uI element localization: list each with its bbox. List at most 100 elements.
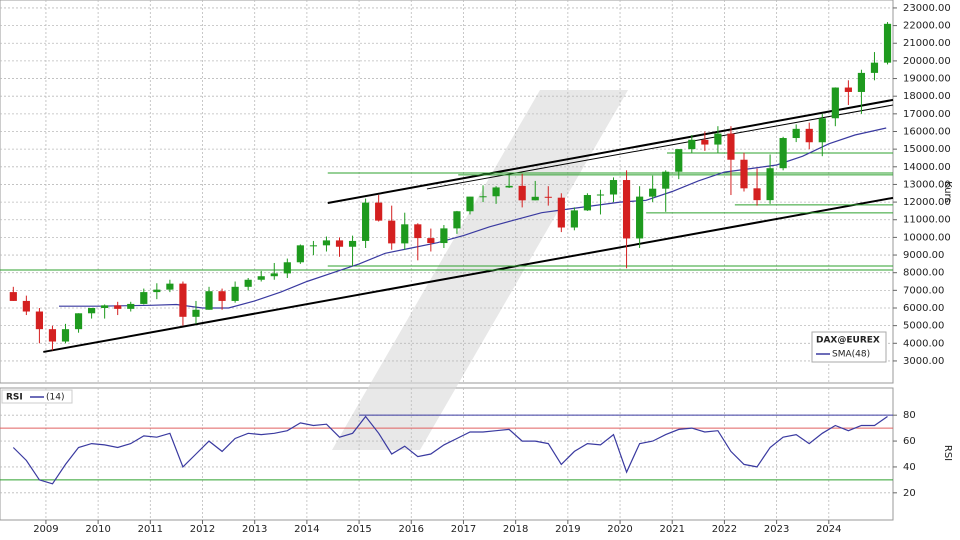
y-tick-label: 20000.00 [903, 56, 951, 67]
y-tick-label: 4000.00 [903, 338, 944, 349]
x-tick-label: 2020 [607, 524, 632, 535]
candle-body [231, 286, 239, 301]
y-tick-label: 17000.00 [903, 109, 951, 120]
y-tick-label: 11000.00 [903, 215, 951, 226]
candle-body [557, 197, 565, 228]
sma-line [59, 127, 887, 309]
candle-body [114, 305, 122, 309]
reference-line [327, 98, 894, 204]
candle-body [9, 292, 17, 301]
candle-body [205, 291, 213, 310]
y-tick-label: 15000.00 [903, 144, 951, 155]
candle-body [766, 168, 774, 201]
x-tick-label: 2017 [451, 524, 476, 535]
candle-body [544, 196, 552, 198]
x-tick-label: 2022 [712, 524, 737, 535]
candle-body [296, 245, 304, 263]
candle-body [257, 276, 265, 280]
x-tick-label: 2016 [399, 524, 424, 535]
candle-body [348, 240, 357, 247]
candle-body [388, 220, 396, 244]
x-tick-label: 2009 [33, 524, 58, 535]
y-tick-label: 5000.00 [903, 321, 944, 332]
x-tick-label: 2011 [138, 524, 163, 535]
rsi-title: RSI [6, 393, 23, 403]
candle-body [844, 87, 852, 92]
candle-body [74, 313, 83, 330]
candle-body [596, 194, 605, 196]
candle-body [335, 240, 344, 247]
y-tick-label: 23000.00 [903, 3, 951, 14]
legend-entry: (14) [46, 393, 64, 403]
candle-body [48, 329, 57, 342]
candle-body [570, 210, 578, 228]
y-tick-label: 8000.00 [903, 268, 944, 279]
candle-body [453, 211, 461, 229]
candle-body [140, 292, 148, 304]
candle-body [779, 138, 787, 169]
y-tick-label: 14000.00 [903, 162, 951, 173]
x-tick-label: 2013 [242, 524, 267, 535]
candle-body [192, 309, 200, 317]
y-tick-label: 7000.00 [903, 285, 944, 296]
x-tick-label: 2018 [503, 524, 528, 535]
y-axis-label: RSI [942, 445, 953, 461]
candle-body [818, 118, 826, 143]
candle-body [22, 300, 30, 312]
reference-line [43, 196, 894, 353]
y-tick-label: 80 [903, 410, 916, 421]
candle-body [440, 228, 448, 244]
candle-body [636, 196, 644, 239]
candle-body [518, 185, 526, 201]
candle-body [427, 238, 435, 244]
candle-body [88, 307, 96, 314]
y-tick-label: 20 [903, 488, 916, 499]
candle-body [218, 291, 226, 301]
candle-body [740, 159, 748, 189]
candle-body [309, 245, 317, 247]
candle-body [492, 187, 500, 197]
candle-body [857, 72, 866, 92]
y-tick-label: 16000.00 [903, 126, 951, 137]
rsi-line [12, 415, 888, 485]
candle-body [675, 149, 683, 172]
candle-body [870, 62, 879, 73]
candle-body [479, 196, 487, 198]
candle-body [714, 133, 722, 145]
candle-body [362, 202, 370, 241]
candle-body [831, 87, 839, 119]
candle-body [622, 180, 631, 239]
legend-entry: SMA(48) [832, 350, 870, 360]
y-tick-label: 9000.00 [903, 250, 944, 261]
candle-body [322, 240, 331, 246]
x-tick-label: 2021 [660, 524, 685, 535]
y-tick-label: 19000.00 [903, 74, 951, 85]
x-tick-label: 2014 [294, 524, 319, 535]
candle-body [414, 224, 422, 239]
candle-body [61, 329, 70, 342]
y-tick-label: 12000.00 [903, 197, 951, 208]
plot-layer [0, 0, 897, 524]
legend-entry: DAX@EUREX [816, 336, 880, 346]
candle-body [283, 262, 291, 274]
candle-body [531, 196, 539, 201]
x-tick-label: 2019 [555, 524, 580, 535]
legend-box [811, 331, 887, 363]
candle-body [505, 185, 513, 188]
y-tick-label: 3000.00 [903, 356, 944, 367]
candle-body [609, 180, 618, 195]
y-tick-label: 10000.00 [903, 232, 951, 243]
x-tick-label: 2012 [190, 524, 215, 535]
candle-body [401, 224, 409, 244]
candle-body [583, 195, 592, 211]
y-tick-label: 60 [903, 436, 916, 447]
y-tick-label: 13000.00 [903, 179, 951, 190]
candle-body [179, 283, 187, 317]
candle-body [35, 311, 43, 330]
candle-body [753, 188, 761, 201]
candle-body [662, 171, 670, 189]
y-axis-label: Kurs [942, 181, 953, 203]
candle-body [883, 23, 892, 63]
x-tick-label: 2024 [816, 524, 841, 535]
y-tick-label: 6000.00 [903, 303, 944, 314]
